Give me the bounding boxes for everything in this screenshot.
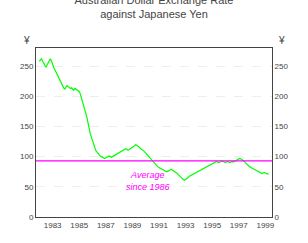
svg-text:¥: ¥ [23, 35, 30, 46]
svg-text:1993: 1993 [177, 221, 195, 230]
svg-text:1983: 1983 [44, 221, 62, 230]
svg-text:1999: 1999 [256, 221, 274, 230]
svg-text:100: 100 [20, 152, 34, 161]
svg-text:0: 0 [29, 213, 34, 222]
svg-text:100: 100 [275, 152, 289, 161]
svg-text:150: 150 [275, 122, 289, 131]
svg-text:200: 200 [20, 92, 34, 101]
svg-text:1997: 1997 [230, 221, 248, 230]
svg-text:¥: ¥ [278, 35, 285, 46]
svg-text:200: 200 [275, 92, 289, 101]
svg-text:250: 250 [20, 62, 34, 71]
svg-text:50: 50 [275, 183, 284, 192]
svg-text:1991: 1991 [150, 221, 168, 230]
svg-text:150: 150 [20, 122, 34, 131]
svg-text:1995: 1995 [203, 221, 221, 230]
svg-text:50: 50 [24, 183, 33, 192]
svg-text:Australian Dollar Exchange Rat: Australian Dollar Exchange Rateagainst J… [75, 0, 234, 20]
svg-text:1985: 1985 [70, 221, 88, 230]
svg-text:250: 250 [275, 62, 289, 71]
svg-text:1989: 1989 [123, 221, 141, 230]
svg-text:1987: 1987 [97, 221, 115, 230]
svg-text:0: 0 [275, 213, 280, 222]
svg-text:Averagesince 1986: Averagesince 1986 [126, 170, 170, 192]
